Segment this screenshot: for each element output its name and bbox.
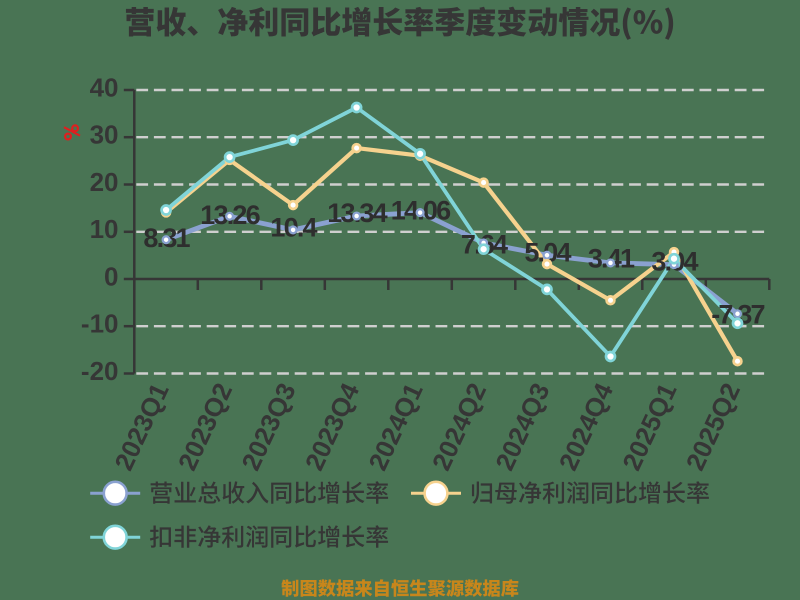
svg-text:20: 20	[90, 167, 119, 197]
svg-text:10: 10	[90, 214, 119, 244]
svg-text:3.41: 3.41	[588, 243, 635, 273]
svg-text:40: 40	[90, 72, 119, 102]
svg-text:-20: -20	[81, 356, 119, 386]
svg-text:0: 0	[104, 261, 118, 291]
svg-text:-10: -10	[81, 309, 119, 339]
svg-text:30: 30	[90, 120, 119, 150]
